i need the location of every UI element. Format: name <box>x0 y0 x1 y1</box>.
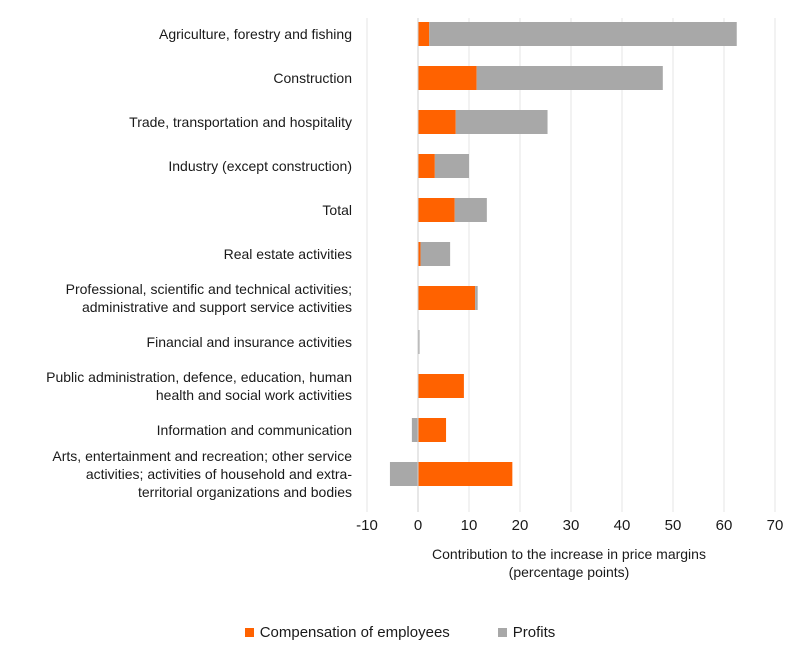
bar-compensation-9 <box>418 418 447 442</box>
category-label-8-line-0: Public administration, defence, educatio… <box>46 369 352 385</box>
bar-compensation-4 <box>418 198 455 222</box>
x-tick-label-5: 40 <box>614 517 631 534</box>
category-label-1-line-0: Construction <box>273 70 352 86</box>
bar-profits-2 <box>455 110 548 134</box>
legend-item-profits: Profits <box>497 624 556 641</box>
bar-compensation-10 <box>418 462 513 486</box>
legend: Compensation of employees Profits <box>0 624 800 641</box>
chart: Agriculture, forestry and fishing Constru… <box>46 18 783 580</box>
x-tick-label-3: 20 <box>512 517 529 534</box>
bar-profits-9 <box>411 418 418 442</box>
bar-compensation-6 <box>418 286 476 310</box>
category-label-9-line-0: Information and communication <box>157 422 352 438</box>
category-label-5-line-0: Real estate activities <box>224 246 352 262</box>
bars <box>389 22 737 486</box>
bar-profits-10 <box>389 462 418 486</box>
category-label-10-line-2: territorial organizations and bodies <box>138 484 352 500</box>
category-label-6-line-1: administrative and support service activ… <box>82 299 352 315</box>
legend-swatch-profits <box>497 628 507 637</box>
bar-profits-7 <box>418 330 420 354</box>
category-label-4-line-0: Total <box>322 202 352 218</box>
bar-compensation-2 <box>418 110 456 134</box>
category-label-7-line-0: Financial and insurance activities <box>147 334 352 350</box>
bar-compensation-0 <box>418 22 430 46</box>
x-tick-label-1: 0 <box>414 517 422 534</box>
bar-profits-1 <box>476 66 663 90</box>
bar-compensation-1 <box>418 66 477 90</box>
bar-compensation-3 <box>418 154 435 178</box>
legend-label-profits: Profits <box>512 624 556 641</box>
bar-profits-4 <box>454 198 487 222</box>
x-axis-title-line-1: Contribution to the increase in price ma… <box>432 546 706 562</box>
category-label-10-line-1: activities; activities of household and … <box>86 466 352 482</box>
bar-profits-3 <box>434 154 469 178</box>
x-tick-label-6: 50 <box>665 517 682 534</box>
bar-compensation-5 <box>418 242 421 266</box>
category-labels: Agriculture, forestry and fishing Constru… <box>46 26 352 500</box>
legend-swatch-compensation <box>244 628 254 637</box>
x-axis-title-line-2: (percentage points) <box>509 564 630 580</box>
category-label-6-line-0: Professional, scientific and technical a… <box>66 281 352 297</box>
x-tick-label-4: 30 <box>563 517 580 534</box>
gridlines <box>366 18 776 512</box>
category-label-10-line-0: Arts, entertainment and recreation; othe… <box>52 448 352 464</box>
legend-label-compensation: Compensation of employees <box>259 624 450 641</box>
x-tick-label-2: 10 <box>461 517 478 534</box>
category-label-0-line-0: Agriculture, forestry and fishing <box>159 26 352 42</box>
x-tick-label-7: 60 <box>716 517 733 534</box>
category-label-2-line-0: Trade, transportation and hospitality <box>129 114 352 130</box>
x-tick-label-0: -10 <box>356 517 378 534</box>
legend-item-compensation: Compensation of employees <box>244 624 450 641</box>
bar-compensation-8 <box>418 374 464 398</box>
bar-profits-5 <box>420 242 451 266</box>
bar-profits-0 <box>429 22 737 46</box>
bar-profits-6 <box>475 286 478 310</box>
x-tick-label-8: 70 <box>767 517 784 534</box>
category-label-8-line-1: health and social work activities <box>156 387 352 403</box>
x-tick-labels: -10 0 10 20 30 40 50 60 70 <box>356 517 783 534</box>
category-label-3-line-0: Industry (except construction) <box>168 158 352 174</box>
